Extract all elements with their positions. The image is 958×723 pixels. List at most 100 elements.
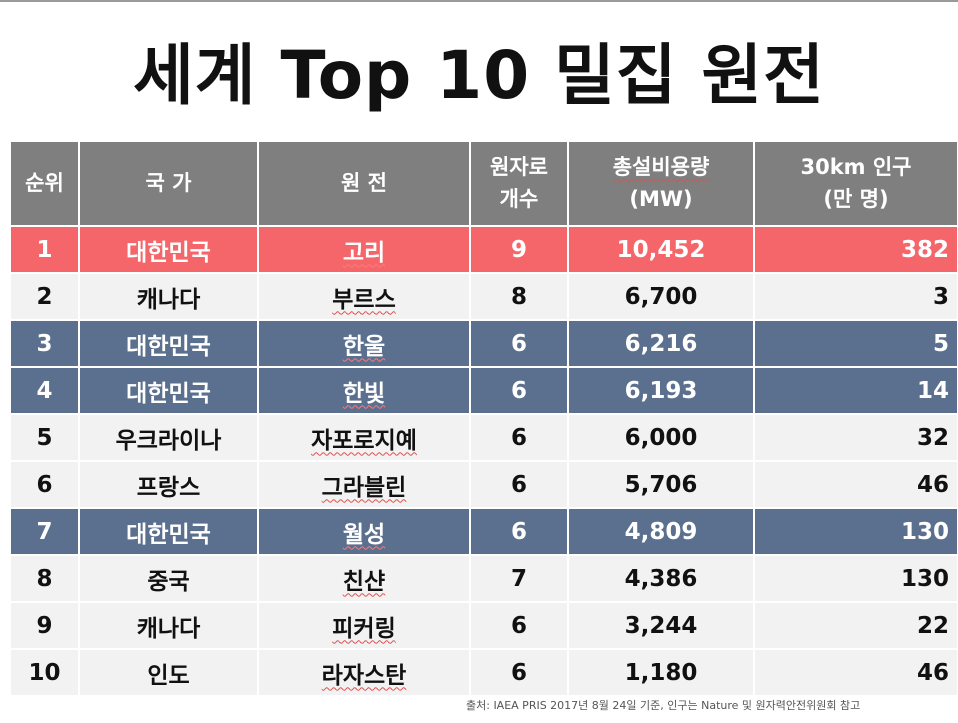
cell-population: 382 bbox=[753, 225, 958, 274]
cell-reactors: 7 bbox=[469, 554, 569, 603]
cell-country-text: 인도 bbox=[147, 662, 190, 689]
cell-reactors: 6 bbox=[469, 507, 569, 556]
cell-plant: 친샨 bbox=[257, 554, 471, 603]
cell-rank-text: 2 bbox=[36, 283, 53, 310]
cell-reactors-text: 6 bbox=[510, 424, 527, 451]
cell-rank-text: 3 bbox=[36, 330, 53, 357]
cell-country: 대한민국 bbox=[78, 319, 259, 368]
cell-country-text: 캐나다 bbox=[136, 286, 201, 313]
table-row: 3 대한민국 한울 6 6,216 5 bbox=[9, 319, 958, 368]
cell-capacity: 4,386 bbox=[567, 554, 755, 603]
cell-country-text: 대한민국 bbox=[126, 239, 211, 266]
cell-plant-text: 부르스 bbox=[332, 286, 396, 313]
header-plant: 원 전 bbox=[257, 140, 471, 227]
cell-reactors-text: 6 bbox=[510, 471, 527, 498]
cell-capacity: 6,000 bbox=[567, 413, 755, 462]
cell-country: 우크라이나 bbox=[78, 413, 259, 462]
cell-population-text: 3 bbox=[932, 283, 949, 310]
cell-reactors: 8 bbox=[469, 272, 569, 321]
cell-plant-text: 피커링 bbox=[332, 615, 396, 642]
cell-capacity-text: 10,452 bbox=[616, 236, 706, 263]
cell-rank-text: 6 bbox=[36, 471, 53, 498]
cell-reactors-text: 6 bbox=[510, 612, 527, 639]
header-capacity-line2: (MW) bbox=[629, 186, 693, 211]
cell-plant: 라자스탄 bbox=[257, 648, 471, 697]
cell-rank: 5 bbox=[9, 413, 80, 462]
cell-population: 14 bbox=[753, 366, 958, 415]
header-rank: 순위 bbox=[9, 140, 80, 227]
table-row: 10 인도 라자스탄 6 1,180 46 bbox=[9, 648, 958, 697]
cell-capacity-text: 6,216 bbox=[624, 330, 698, 357]
table-row: 8 중국 친샨 7 4,386 130 bbox=[9, 554, 958, 603]
cell-capacity-text: 6,700 bbox=[624, 283, 698, 310]
cell-rank-text: 7 bbox=[36, 518, 53, 545]
cell-population: 32 bbox=[753, 413, 958, 462]
cell-capacity-text: 4,386 bbox=[624, 565, 698, 592]
cell-plant-text: 한울 bbox=[342, 333, 386, 360]
cell-population: 22 bbox=[753, 601, 958, 650]
cell-country-text: 중국 bbox=[147, 568, 190, 595]
cell-rank: 2 bbox=[9, 272, 80, 321]
cell-capacity: 6,193 bbox=[567, 366, 755, 415]
header-reactors: 원자로 개수 bbox=[469, 140, 569, 227]
table-row: 9 캐나다 피커링 6 3,244 22 bbox=[9, 601, 958, 650]
cell-rank-text: 8 bbox=[36, 565, 53, 592]
cell-reactors-text: 8 bbox=[510, 283, 527, 310]
cell-capacity: 1,180 bbox=[567, 648, 755, 697]
cell-rank: 10 bbox=[9, 648, 80, 697]
cell-population: 5 bbox=[753, 319, 958, 368]
cell-population-text: 32 bbox=[916, 424, 949, 451]
cell-country: 인도 bbox=[78, 648, 259, 697]
cell-country-text: 프랑스 bbox=[136, 474, 201, 501]
cell-reactors: 6 bbox=[469, 601, 569, 650]
cell-population: 130 bbox=[753, 507, 958, 556]
header-reactors-line1: 원자로 bbox=[490, 155, 548, 179]
header-capacity: 총설비용량 (MW) bbox=[567, 140, 755, 227]
cell-capacity-text: 6,193 bbox=[624, 377, 698, 404]
header-capacity-line1: 총설비용량 bbox=[612, 155, 710, 179]
cell-country: 대한민국 bbox=[78, 366, 259, 415]
cell-population: 3 bbox=[753, 272, 958, 321]
header-row: 순위 국 가 원 전 원자로 개수 총설비용량 (MW) 30km 인구 (만 … bbox=[9, 140, 958, 227]
page-title: 세계 Top 10 밀집 원전 bbox=[133, 37, 825, 114]
header-population: 30km 인구 (만 명) bbox=[753, 140, 958, 227]
cell-plant-text: 한빛 bbox=[342, 380, 386, 407]
cell-capacity-text: 4,809 bbox=[624, 518, 698, 545]
cell-population-text: 46 bbox=[916, 659, 949, 686]
cell-country: 대한민국 bbox=[78, 507, 259, 556]
cell-plant-text: 자포로지예 bbox=[311, 427, 417, 454]
cell-country-text: 캐나다 bbox=[136, 615, 201, 642]
cell-plant: 고리 bbox=[257, 225, 471, 274]
cell-rank: 3 bbox=[9, 319, 80, 368]
cell-country: 대한민국 bbox=[78, 225, 259, 274]
cell-population-text: 14 bbox=[916, 377, 949, 404]
cell-plant-text: 고리 bbox=[342, 239, 386, 266]
cell-plant: 한빛 bbox=[257, 366, 471, 415]
header-population-line2: (만 명) bbox=[823, 186, 889, 211]
source-note: 출처: IAEA PRIS 2017년 8월 24일 기준, 인구는 Natur… bbox=[466, 697, 956, 713]
cell-plant: 자포로지예 bbox=[257, 413, 471, 462]
cell-plant: 한울 bbox=[257, 319, 471, 368]
top-border-line bbox=[0, 0, 958, 2]
cell-rank: 4 bbox=[9, 366, 80, 415]
cell-capacity-text: 3,244 bbox=[624, 612, 698, 639]
cell-population: 46 bbox=[753, 460, 958, 509]
header-plant-label: 원 전 bbox=[341, 170, 387, 195]
cell-capacity-text: 6,000 bbox=[624, 424, 698, 451]
cell-rank: 7 bbox=[9, 507, 80, 556]
cell-plant-text: 그라블린 bbox=[321, 474, 407, 501]
cell-country-text: 대한민국 bbox=[126, 333, 211, 360]
header-country: 국 가 bbox=[78, 140, 259, 227]
cell-plant-text: 친샨 bbox=[342, 568, 386, 595]
cell-country: 중국 bbox=[78, 554, 259, 603]
cell-population: 130 bbox=[753, 554, 958, 603]
cell-capacity: 10,452 bbox=[567, 225, 755, 274]
cell-population-text: 5 bbox=[932, 330, 949, 357]
cell-plant-text: 라자스탄 bbox=[321, 662, 407, 689]
cell-reactors: 9 bbox=[469, 225, 569, 274]
cell-reactors-text: 6 bbox=[510, 330, 527, 357]
cell-rank: 1 bbox=[9, 225, 80, 274]
cell-capacity-text: 5,706 bbox=[624, 471, 698, 498]
header-population-line1: 30km 인구 bbox=[800, 155, 912, 179]
table-body: 1 대한민국 고리 9 10,452 382 2 캐나다 부르스 8 6,700 3 3 대한민국 한울 6 6… bbox=[9, 225, 958, 697]
